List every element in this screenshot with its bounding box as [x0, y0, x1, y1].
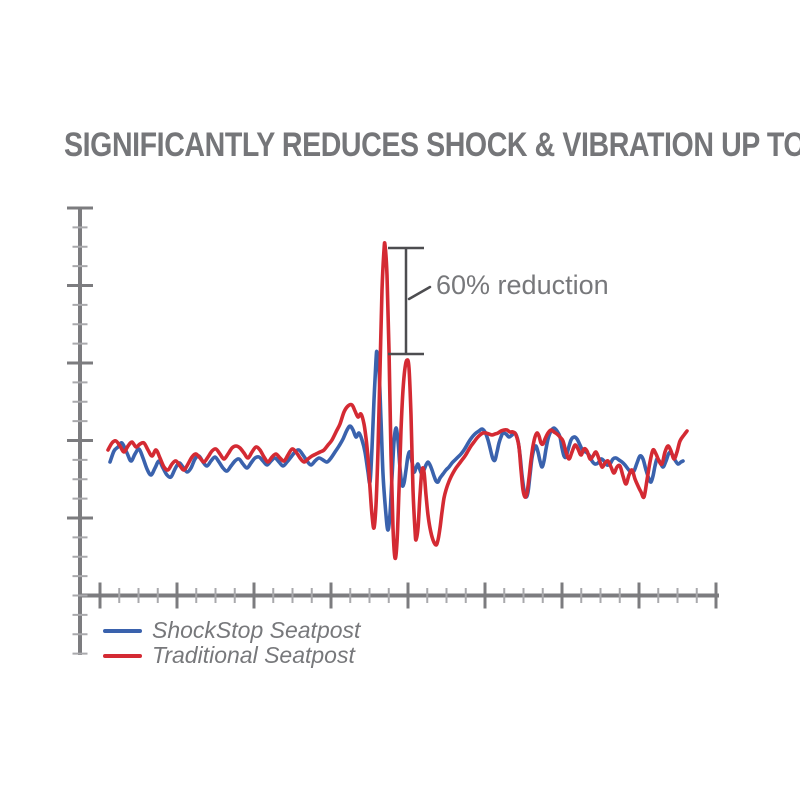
- traditional-line-swatch-icon: [103, 653, 142, 658]
- shockstop-line-swatch-icon: [103, 628, 142, 633]
- legend-item-shockstop: ShockStop Seatpost: [103, 618, 360, 643]
- legend-item-traditional: Traditional Seatpost: [103, 643, 360, 668]
- chart-title: SIGNIFICANTLY REDUCES SHOCK & VIBRATION …: [64, 126, 800, 164]
- legend-label-traditional: Traditional Seatpost: [152, 642, 355, 668]
- reduction-annotation-label: 60% reduction: [436, 270, 609, 300]
- legend: ShockStop Seatpost Traditional Seatpost: [103, 618, 360, 668]
- legend-label-shockstop: ShockStop Seatpost: [152, 617, 361, 643]
